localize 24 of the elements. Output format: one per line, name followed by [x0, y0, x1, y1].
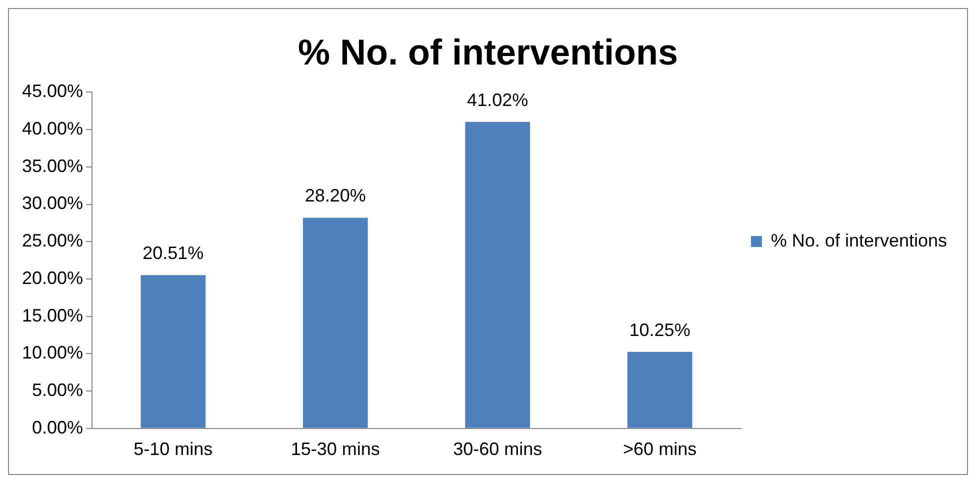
data-label: 41.02%: [467, 90, 528, 110]
y-tick-label: 25.00%: [22, 230, 84, 251]
y-tick-label: 40.00%: [22, 118, 84, 139]
y-tick-label: 15.00%: [22, 305, 84, 326]
bar: [302, 218, 368, 428]
y-tick-label: 20.00%: [22, 268, 84, 288]
y-tick-label: 30.00%: [22, 193, 84, 214]
x-tick-label: >60 mins: [623, 439, 697, 460]
y-tick-label: 5.00%: [32, 380, 84, 400]
bar: [140, 275, 206, 428]
data-label: 28.20%: [304, 186, 366, 206]
y-tick-label: 45.00%: [22, 81, 84, 102]
y-tick-label: 0.00%: [32, 417, 84, 438]
chart-title: % No. of interventions: [298, 32, 678, 73]
bar: [627, 352, 692, 428]
x-tick-label: 5-10 mins: [134, 439, 213, 460]
y-tick-label: 35.00%: [22, 156, 84, 176]
bar: [465, 122, 530, 428]
x-tick-label: 15-30 mins: [290, 439, 380, 460]
y-tick-label: 10.00%: [22, 342, 84, 363]
data-label: 10.25%: [629, 320, 690, 340]
x-tick-label: 30-60 mins: [453, 439, 542, 460]
legend-label: % No. of interventions: [770, 230, 948, 250]
data-label: 20.51%: [142, 243, 204, 264]
